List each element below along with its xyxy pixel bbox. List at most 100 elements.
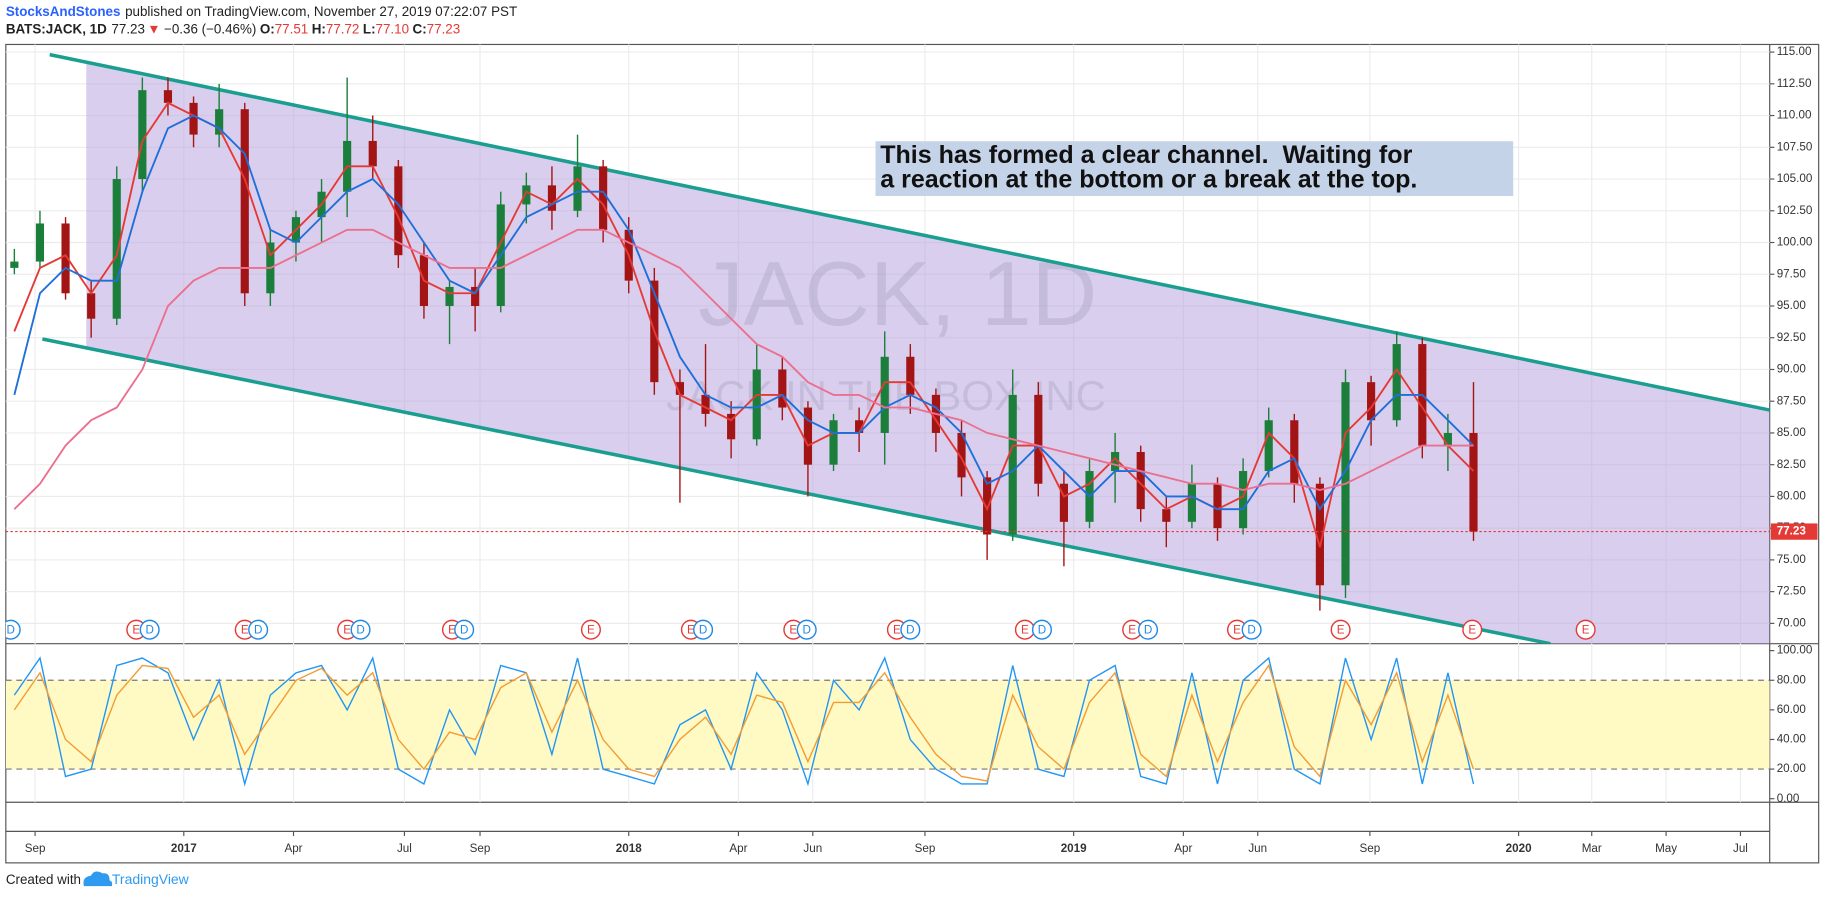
event-label: E (132, 623, 140, 636)
candle-body (163, 90, 173, 103)
event-label: E (241, 623, 249, 636)
event-marker (1137, 619, 1159, 640)
candle-body (138, 90, 147, 180)
l-value: 77.10 (376, 21, 410, 36)
x-tick-label: Apr (1174, 842, 1192, 855)
candle-body (803, 407, 813, 465)
y-tick-label: 40.00 (1777, 733, 1807, 746)
candle-body (1059, 483, 1068, 522)
candle-body (957, 432, 966, 478)
candle-body (394, 166, 403, 256)
candle-body (1162, 509, 1171, 522)
y-tick-label: 92.50 (1777, 331, 1807, 344)
candle-body (1443, 432, 1452, 446)
y-tick-label: 97.50 (1777, 267, 1807, 280)
event-marker (454, 619, 475, 640)
event-label: D (254, 623, 262, 636)
candle-body (445, 286, 454, 306)
event-label: D (6, 623, 14, 636)
y-tick-label: 60.00 (1777, 703, 1807, 716)
candle-body (880, 356, 889, 433)
candle-body (573, 166, 582, 211)
event-label: E (687, 623, 695, 636)
event-label: D (356, 623, 364, 636)
candle-body (599, 166, 608, 230)
candle-body (906, 356, 915, 395)
candle-body (778, 369, 787, 408)
symbol: BATS:JACK, 1D (6, 21, 107, 36)
candle-body (368, 140, 377, 167)
footer-text: Created with (6, 872, 81, 887)
candle-body (675, 382, 685, 395)
event-label: E (448, 623, 456, 636)
event-label: E (1021, 623, 1029, 636)
x-tick-label: May (1655, 842, 1677, 855)
candle-body (1136, 451, 1145, 510)
y-tick-label: 72.50 (1777, 585, 1807, 598)
arrow: ▼ (147, 21, 160, 36)
candle-body (1008, 394, 1017, 535)
candle-body (983, 477, 992, 535)
event-marker (350, 619, 371, 640)
published: published on TradingView.com, November 2… (125, 3, 517, 18)
x-tick-label: 2020 (1506, 842, 1532, 855)
event-label: D (460, 623, 468, 636)
y-tick-label: 75.00 (1777, 553, 1807, 566)
candle-body (1392, 344, 1401, 421)
y-tick-label: 107.50 (1777, 140, 1813, 153)
y-tick-label: 82.50 (1777, 458, 1807, 471)
candle-body (752, 369, 761, 440)
header-line: StocksAndStones published on TradingView.… (6, 3, 517, 18)
candle-body (701, 394, 710, 414)
symbol-line: BATS:JACK, 1D 77.23 ▼ −0.36 (−0.46%) O:77.51… (6, 21, 460, 36)
y-tick-label: 0.00 (1777, 792, 1800, 805)
candle-body (1290, 420, 1299, 484)
x-tick-label: Sep (915, 842, 936, 855)
y-tick-label: 90.00 (1777, 363, 1807, 376)
y-tick-label: 110.00 (1777, 109, 1812, 122)
x-tick-label: 2018 (616, 842, 642, 855)
event-marker (1330, 619, 1351, 640)
y-tick-label: 112.50 (1777, 77, 1812, 90)
event-label: E (893, 623, 901, 636)
event-label: D (145, 623, 153, 636)
watermark: JACK, 1D (698, 244, 1097, 345)
candle-body (727, 413, 736, 440)
x-tick-label: Jun (1248, 842, 1267, 855)
channel-line (42, 337, 1551, 644)
channel-line (49, 52, 1770, 412)
frame (5, 43, 1820, 864)
annotation-box (875, 141, 1514, 197)
x-tick-label: Jul (1733, 842, 1748, 855)
y-tick-label: 105.00 (1777, 172, 1813, 185)
x-tick-label: Sep (25, 842, 46, 855)
event-label: E (789, 623, 797, 636)
event-marker (1031, 619, 1052, 640)
candle-body (87, 293, 96, 319)
candle-body (522, 185, 531, 205)
event-label: D (699, 623, 707, 636)
last-price-tag (1770, 523, 1818, 540)
y-tick-label: 95.00 (1777, 299, 1807, 312)
candle-body (10, 261, 19, 268)
h-label: H: (312, 21, 326, 36)
annotation-text: a reaction at the bottom or a break at t… (880, 165, 1417, 193)
candle-body (855, 420, 864, 433)
annotation-text: This has formed a clear channel. Waiting… (880, 141, 1412, 169)
change: −0.36 (−0.46%) (164, 21, 256, 36)
c-label: C: (413, 21, 427, 36)
c-value: 77.23 (427, 21, 461, 36)
candle-body (829, 420, 838, 465)
moving-average (13, 228, 1474, 510)
candle-body (1239, 471, 1248, 529)
y-tick-label: 102.50 (1777, 204, 1813, 217)
candle-body (215, 109, 224, 135)
y-tick-label: 70.00 (1777, 616, 1807, 629)
x-tick-label: Mar (1582, 842, 1602, 855)
y-tick-label: 100.00 (1777, 644, 1813, 657)
h-value: 77.72 (326, 21, 360, 36)
y-tick-label: 87.50 (1777, 394, 1807, 407)
x-tick-label: Apr (284, 842, 302, 855)
candle-body (189, 102, 198, 135)
